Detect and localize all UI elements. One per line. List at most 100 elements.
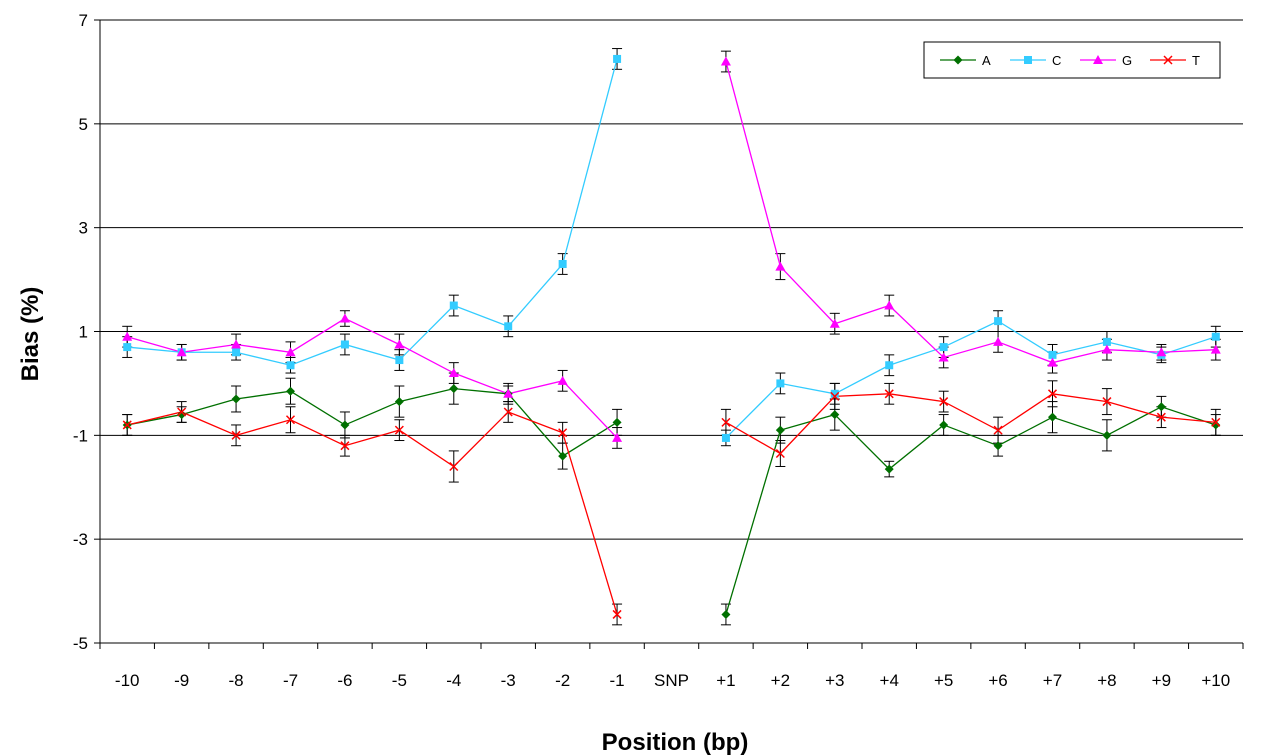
data-point-a bbox=[884, 464, 894, 474]
grid-lines bbox=[100, 19, 1243, 540]
marker-stroke bbox=[993, 425, 1003, 435]
x-tick-label: -8 bbox=[229, 671, 244, 690]
y-tick-label: 5 bbox=[79, 115, 88, 134]
data-point-t bbox=[1102, 397, 1112, 407]
series-line-a bbox=[725, 406, 1216, 615]
data-point-t bbox=[285, 415, 296, 425]
x-tick-label: +9 bbox=[1152, 671, 1171, 690]
marker-stroke bbox=[503, 407, 513, 417]
marker-stroke bbox=[721, 417, 731, 427]
data-point-a bbox=[939, 420, 949, 430]
series-line-c bbox=[127, 58, 618, 366]
x-tick-label: SNP bbox=[654, 671, 689, 690]
data-point-c bbox=[123, 343, 132, 352]
data-point-c bbox=[721, 433, 730, 442]
x-tick-label: -7 bbox=[283, 671, 298, 690]
data-point-t bbox=[612, 609, 622, 619]
data-point-t bbox=[884, 389, 894, 399]
data-point-t bbox=[558, 428, 568, 438]
x-axis-title: Position (bp) bbox=[602, 729, 749, 755]
marker-stroke bbox=[775, 448, 785, 459]
marker-stroke bbox=[1102, 397, 1112, 407]
legend-marker-c bbox=[1024, 56, 1032, 64]
series-markers bbox=[122, 54, 1221, 619]
data-point-g bbox=[720, 56, 731, 66]
data-point-a bbox=[177, 410, 187, 420]
y-tick-labels: -5 -3 -1 1 3 5 7 bbox=[73, 11, 88, 653]
x-tick-label: +5 bbox=[934, 671, 953, 690]
series-lines bbox=[127, 58, 1216, 615]
data-point-t bbox=[1156, 412, 1166, 422]
data-point-c bbox=[939, 343, 948, 352]
marker-stroke bbox=[612, 609, 622, 619]
data-point-c bbox=[395, 356, 404, 365]
data-point-a bbox=[449, 384, 459, 394]
y-axis-title: Bias (%) bbox=[17, 287, 44, 382]
data-point-c bbox=[340, 340, 349, 349]
axes bbox=[94, 19, 1244, 649]
series-line-t bbox=[127, 411, 618, 615]
x-tick-label: +4 bbox=[880, 671, 899, 690]
series-line-a bbox=[127, 387, 618, 457]
legend-marker-a bbox=[953, 55, 963, 65]
marker-stroke bbox=[449, 461, 459, 472]
data-point-a bbox=[1048, 412, 1057, 422]
data-point-a bbox=[286, 386, 295, 396]
marker-stroke bbox=[558, 428, 568, 438]
data-point-c bbox=[1048, 350, 1057, 359]
data-point-a bbox=[993, 441, 1003, 451]
legend-label-t: T bbox=[1192, 53, 1200, 68]
legend-marker-g bbox=[1093, 55, 1103, 64]
data-point-t bbox=[394, 425, 404, 435]
data-point-c bbox=[776, 379, 785, 388]
data-point-t bbox=[231, 430, 241, 440]
data-point-c bbox=[232, 348, 241, 357]
legend-label-c: C bbox=[1052, 53, 1061, 68]
data-point-a bbox=[721, 609, 731, 619]
legend-label-g: G bbox=[1122, 53, 1132, 68]
data-point-c bbox=[504, 322, 513, 331]
marker-stroke bbox=[231, 430, 241, 440]
marker-stroke bbox=[830, 391, 840, 401]
x-tick-label: -1 bbox=[610, 671, 625, 690]
marker-stroke bbox=[1163, 55, 1173, 65]
data-point-a bbox=[612, 417, 622, 427]
x-tick-label: +1 bbox=[716, 671, 735, 690]
x-tick-label: +3 bbox=[825, 671, 844, 690]
data-point-g bbox=[1156, 347, 1167, 357]
x-tick-label: +7 bbox=[1043, 671, 1062, 690]
marker-stroke bbox=[177, 407, 187, 417]
series-line-g bbox=[127, 317, 618, 439]
y-tick-label: -1 bbox=[73, 426, 88, 445]
data-point-g bbox=[1101, 344, 1112, 354]
data-point-g bbox=[1210, 344, 1221, 354]
data-point-c bbox=[613, 54, 622, 63]
data-point-a bbox=[775, 425, 785, 435]
y-tick-label: 3 bbox=[79, 219, 88, 238]
error-bars bbox=[122, 48, 1221, 626]
data-point-t bbox=[830, 391, 840, 401]
data-point-g bbox=[775, 261, 786, 271]
data-point-g bbox=[448, 368, 459, 378]
x-tick-label: +10 bbox=[1201, 671, 1230, 690]
x-tick-label: -4 bbox=[446, 671, 461, 690]
data-point-c bbox=[1102, 337, 1111, 346]
data-point-c bbox=[449, 301, 458, 310]
data-point-g bbox=[122, 331, 133, 341]
data-point-a bbox=[558, 451, 568, 461]
series-line-g bbox=[725, 61, 1216, 364]
data-point-a bbox=[1102, 430, 1112, 440]
data-point-g bbox=[993, 336, 1004, 346]
data-point-t bbox=[449, 461, 459, 472]
data-point-g bbox=[231, 339, 242, 349]
data-point-t bbox=[993, 425, 1003, 435]
y-tick-label: -3 bbox=[73, 530, 88, 549]
data-point-t bbox=[503, 407, 513, 417]
data-point-c bbox=[558, 260, 567, 269]
y-tick-label: -5 bbox=[73, 634, 88, 653]
data-point-t bbox=[122, 420, 132, 430]
series-line-t bbox=[725, 393, 1216, 455]
y-tick-label: 7 bbox=[79, 11, 88, 30]
data-point-g bbox=[557, 375, 568, 385]
